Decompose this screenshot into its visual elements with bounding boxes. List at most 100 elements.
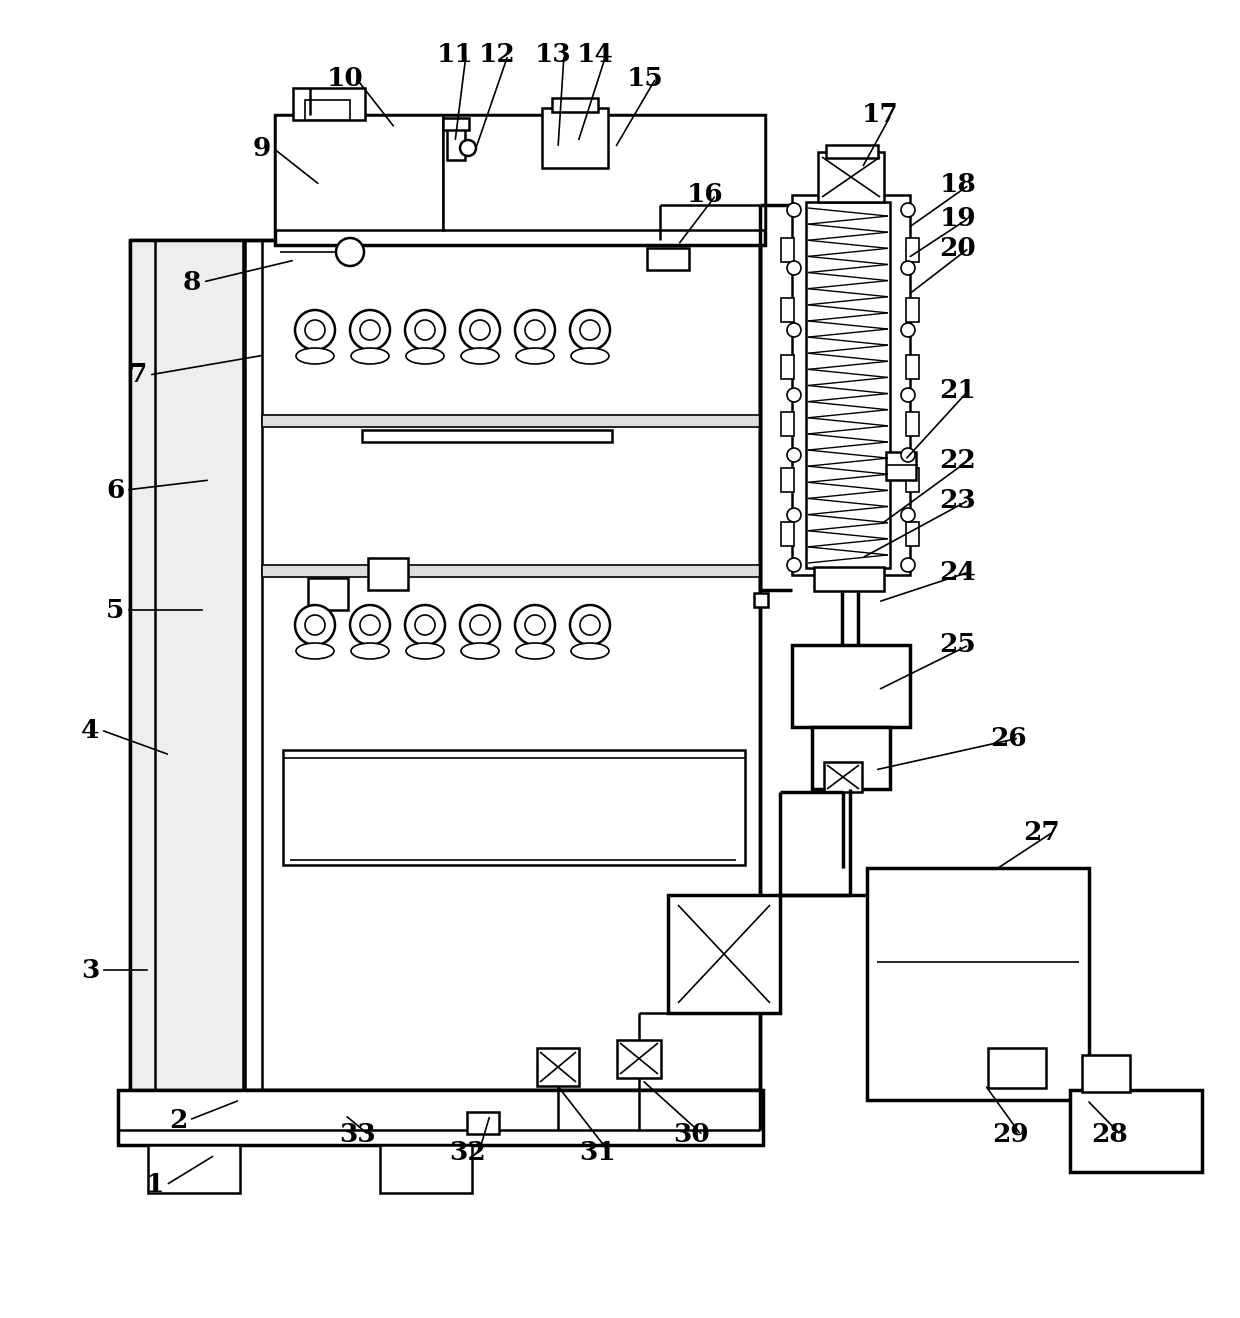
Text: 10: 10 xyxy=(326,66,363,91)
Circle shape xyxy=(305,616,325,635)
Circle shape xyxy=(787,203,801,217)
Circle shape xyxy=(787,558,801,572)
Ellipse shape xyxy=(405,348,444,364)
Circle shape xyxy=(787,448,801,463)
Circle shape xyxy=(787,507,801,522)
Text: 14: 14 xyxy=(577,42,614,67)
Circle shape xyxy=(901,387,915,402)
Bar xyxy=(781,522,794,546)
Text: 33: 33 xyxy=(340,1123,377,1148)
Bar xyxy=(130,240,760,1090)
Text: 25: 25 xyxy=(940,633,976,658)
Bar xyxy=(362,430,613,442)
Text: 32: 32 xyxy=(450,1140,486,1165)
Bar xyxy=(867,869,1089,1101)
Circle shape xyxy=(460,310,500,351)
Ellipse shape xyxy=(351,643,389,659)
Bar xyxy=(825,762,862,792)
Text: 23: 23 xyxy=(940,488,976,513)
Bar xyxy=(443,119,469,130)
Circle shape xyxy=(470,320,490,340)
Bar xyxy=(781,355,794,380)
Text: 17: 17 xyxy=(862,103,898,128)
Bar xyxy=(618,1040,661,1078)
Circle shape xyxy=(295,605,335,645)
Circle shape xyxy=(901,323,915,337)
Text: 7: 7 xyxy=(129,362,148,387)
Bar xyxy=(275,115,765,245)
Bar xyxy=(754,593,768,608)
Text: 24: 24 xyxy=(940,560,976,584)
Circle shape xyxy=(570,310,610,351)
Ellipse shape xyxy=(461,643,498,659)
Circle shape xyxy=(570,605,610,645)
Text: 30: 30 xyxy=(673,1123,711,1148)
Circle shape xyxy=(360,320,379,340)
Circle shape xyxy=(787,261,801,275)
Bar xyxy=(1070,1090,1202,1172)
Text: 8: 8 xyxy=(182,269,201,294)
Bar xyxy=(806,202,890,568)
Bar xyxy=(781,413,794,436)
Text: 16: 16 xyxy=(687,182,723,207)
Circle shape xyxy=(415,320,435,340)
Text: 18: 18 xyxy=(940,173,976,198)
Text: 19: 19 xyxy=(940,206,976,231)
Bar xyxy=(262,415,760,427)
Circle shape xyxy=(787,387,801,402)
Bar xyxy=(293,88,365,120)
Bar xyxy=(812,728,890,789)
Circle shape xyxy=(525,616,546,635)
Ellipse shape xyxy=(461,348,498,364)
Text: 11: 11 xyxy=(436,42,474,67)
Bar xyxy=(275,115,443,231)
Bar xyxy=(305,100,350,120)
Bar xyxy=(647,248,689,270)
Ellipse shape xyxy=(296,348,334,364)
Bar xyxy=(148,1145,241,1193)
Circle shape xyxy=(470,616,490,635)
Text: 5: 5 xyxy=(105,597,124,622)
Bar xyxy=(446,128,465,159)
Circle shape xyxy=(350,310,391,351)
Bar xyxy=(537,1048,579,1086)
Circle shape xyxy=(405,605,445,645)
Bar xyxy=(988,1048,1047,1087)
Text: 12: 12 xyxy=(479,42,516,67)
Text: 31: 31 xyxy=(579,1140,616,1165)
Circle shape xyxy=(295,310,335,351)
Bar xyxy=(130,240,243,1090)
Bar xyxy=(818,152,884,202)
Ellipse shape xyxy=(570,348,609,364)
Circle shape xyxy=(350,605,391,645)
Circle shape xyxy=(901,261,915,275)
Bar xyxy=(906,522,919,546)
Bar xyxy=(443,115,765,231)
Bar xyxy=(118,1090,763,1145)
Bar xyxy=(826,145,878,158)
Circle shape xyxy=(787,323,801,337)
Text: 2: 2 xyxy=(169,1107,187,1132)
Circle shape xyxy=(360,616,379,635)
Text: 28: 28 xyxy=(1091,1123,1128,1148)
Text: 20: 20 xyxy=(940,236,976,261)
Bar xyxy=(467,1112,498,1133)
Circle shape xyxy=(901,203,915,217)
Bar xyxy=(283,750,745,865)
Text: 6: 6 xyxy=(105,477,124,502)
Circle shape xyxy=(580,320,600,340)
Bar xyxy=(792,645,910,728)
Text: 9: 9 xyxy=(253,136,272,161)
Bar xyxy=(887,452,916,480)
Bar xyxy=(906,355,919,380)
Circle shape xyxy=(580,616,600,635)
Text: 1: 1 xyxy=(146,1173,164,1198)
Text: 27: 27 xyxy=(1024,820,1060,845)
Text: 13: 13 xyxy=(534,42,572,67)
Bar xyxy=(781,239,794,262)
Ellipse shape xyxy=(570,643,609,659)
Ellipse shape xyxy=(405,643,444,659)
Bar xyxy=(308,579,348,610)
Text: 29: 29 xyxy=(992,1123,1028,1148)
Text: 3: 3 xyxy=(81,957,99,982)
